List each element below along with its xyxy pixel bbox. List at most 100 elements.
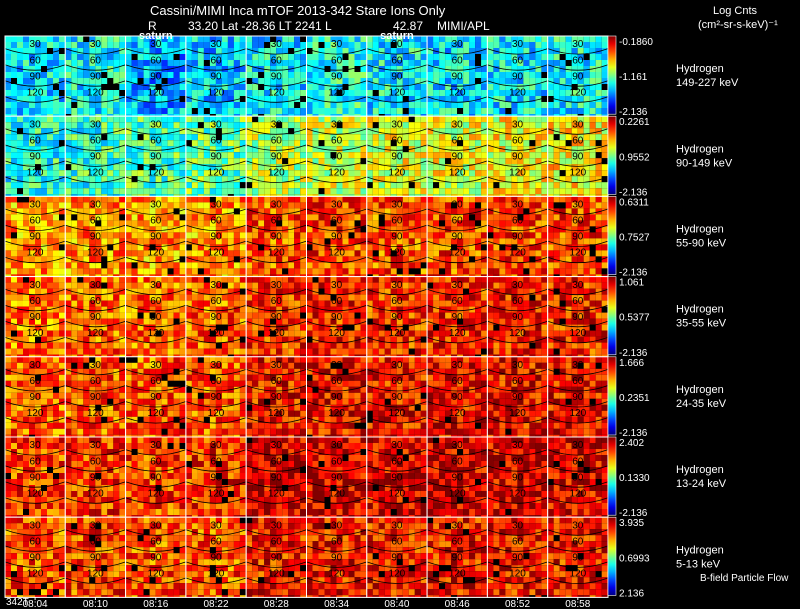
panel-angle-label: 60 [90,456,102,467]
panel-angle-label: 90 [271,71,283,82]
energy-label: 149-227 keV [676,77,739,89]
panel-angle-label: 90 [150,232,162,243]
panel-angle-label: 120 [328,408,345,419]
panel-angle-label: 120 [569,248,586,259]
colorbar-2 [607,196,617,275]
panel-angle-label: 30 [331,200,343,211]
panel-angle-label: 60 [90,136,102,147]
panel-angle-label: 120 [569,408,586,419]
panel-angle-label: 90 [30,312,42,323]
panel-angle-label: 30 [150,39,162,50]
panel-angle-label: 90 [512,392,524,403]
colorbar-1 [607,115,617,195]
colorbar-0 [607,35,617,115]
panel-angle-label: 120 [569,87,586,98]
panel-row2-col6: 30 60 90 120 [366,195,428,278]
panel-angle-label: 120 [389,488,406,499]
panel-angle-label: 90 [512,232,524,243]
colorbar-6 [607,516,617,596]
panel-angle-label: 90 [331,152,343,163]
panel-angle-label: 90 [391,472,403,483]
panel-angle-label: 120 [268,569,285,580]
panel-angle-label: 90 [210,553,222,564]
panel-angle-label: 30 [512,280,524,291]
colorbar-min-label: -2.136 [619,348,648,359]
panel-row1-col8: 30 60 90 120 [486,115,549,197]
panel-row3-col1: 30 60 90 120 [64,276,127,358]
panel-row5-col0: 30 60 90 120 [4,436,66,518]
panel-angle-label: 120 [27,328,44,339]
panel-row5-col2: 30 60 90 120 [125,436,187,518]
panel-angle-label: 90 [572,312,584,323]
panel-angle-label: 120 [87,488,104,499]
x-tick-label: 08:10 [83,599,108,609]
panel-angle-label: 90 [210,312,222,323]
energy-label: 35-55 keV [676,318,727,330]
panel-row1-col3: 30 60 90 120 [185,115,247,197]
panel-row0-col9: 30 60 90 120 [547,35,609,117]
panel-angle-label: 30 [331,119,343,130]
panel-angle-label: 30 [210,280,222,291]
panel-angle-label: 30 [150,119,162,130]
panel-angle-label: 90 [30,553,42,564]
panel-angle-label: 30 [30,360,42,371]
panel-angle-label: 120 [389,569,406,580]
panel-angle-label: 120 [27,408,44,419]
panel-angle-label: 60 [331,296,343,307]
units-expression: (cm²-sr-s-keV)⁻¹ [698,19,778,31]
panel-angle-label: 60 [391,136,403,147]
panel-angle-label: 60 [150,376,162,387]
panel-angle-label: 30 [30,520,42,531]
colorbar-mid-label: -1.161 [619,72,648,83]
panel-angle-label: 30 [210,39,222,50]
panel-angle-label: 120 [328,569,345,580]
panel-row2-col8: 30 60 90 120 [486,195,549,278]
panel-angle-label: 30 [210,119,222,130]
panel-angle-label: 60 [572,216,584,227]
panel-angle-label: 60 [210,376,222,387]
panel-angle-label: 120 [27,488,44,499]
panel-angle-label: 30 [30,39,42,50]
panel-angle-label: 90 [210,232,222,243]
panel-row2-col5: 30 60 90 120 [306,195,368,278]
panel-angle-label: 90 [210,71,222,82]
panel-angle-label: 60 [30,456,42,467]
panel-row4-col5: 30 60 90 120 [306,356,368,438]
colorbar-mid-label: 0.7527 [619,233,650,244]
colorbar-min-label: -2.136 [619,187,648,198]
panel-row6-col8: 30 60 90 120 [486,516,549,598]
panel-angle-label: 30 [150,200,162,211]
panel-angle-label: 90 [572,232,584,243]
panel-angle-label: 90 [90,472,102,483]
panel-angle-label: 120 [509,87,526,98]
panel-angle-label: 120 [328,488,345,499]
panel-angle-label: 30 [271,39,283,50]
panel-row3-col9: 30 60 90 120 [547,276,609,358]
panel-angle-label: 30 [150,280,162,291]
panel-angle-label: 30 [572,360,584,371]
panel-angle-label: 90 [331,392,343,403]
panel-angle-label: 60 [572,537,584,548]
panel-angle-label: 120 [268,248,285,259]
panel-angle-label: 120 [268,488,285,499]
panel-angle-label: 120 [449,569,466,580]
panel-row3-col8: 30 60 90 120 [486,276,549,358]
saturn-marker: saturn [139,30,173,42]
panel-angle-label: 90 [512,312,524,323]
panel-angle-label: 90 [512,152,524,163]
panel-angle-label: 120 [328,248,345,259]
panel-angle-label: 30 [391,360,403,371]
panel-angle-label: 60 [150,537,162,548]
panel-angle-label: 60 [90,376,102,387]
panel-angle-label: 60 [452,296,464,307]
panel-angle-label: 30 [391,200,403,211]
panel-angle-label: 120 [87,248,104,259]
footer-doy: 342T [6,597,29,608]
panel-row6-col2: 30 60 90 120 [125,516,187,598]
panel-angle-label: 60 [30,216,42,227]
panel-row2-col7: 30 60 90 120 [426,195,488,278]
panel-row2-col4: 30 60 90 120 [245,195,307,278]
panel-angle-label: 30 [452,360,464,371]
panel-angle-label: 90 [331,71,343,82]
panel-row5-col1: 30 60 90 120 [64,436,127,518]
